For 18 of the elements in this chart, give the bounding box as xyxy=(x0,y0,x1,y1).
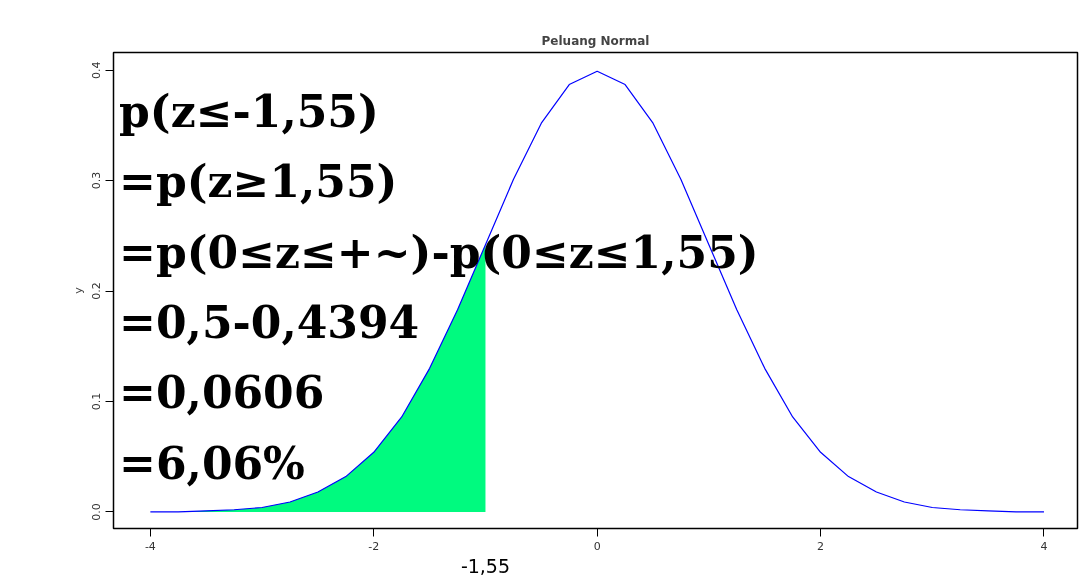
y-tick-label: 0.1 xyxy=(90,392,104,411)
y-tick-label: 0.2 xyxy=(90,282,104,300)
x-tick-label: -4 xyxy=(144,539,156,553)
x-tick-label: 4 xyxy=(1040,539,1048,553)
y-tick-label: 0.0 xyxy=(90,503,104,521)
annotation: =6,06% xyxy=(119,437,305,489)
x-tick-label: -2 xyxy=(368,539,380,553)
annotation: =0,0606 xyxy=(119,367,325,419)
y-tick-label: 0.3 xyxy=(90,171,104,190)
annotation: =0,5-0,4394 xyxy=(119,296,420,348)
annotation: =p(z≥1,55) xyxy=(119,156,398,208)
y-axis-title: y xyxy=(71,286,85,294)
text: -1,55 xyxy=(460,554,511,576)
annotation: p(z≤-1,55) xyxy=(119,85,379,137)
x-tick-label: 0 xyxy=(593,539,601,553)
chart-title: Peluang Normal xyxy=(541,33,650,48)
y-tick-label: 0.4 xyxy=(90,61,104,79)
x-tick-label: 2 xyxy=(817,539,825,553)
